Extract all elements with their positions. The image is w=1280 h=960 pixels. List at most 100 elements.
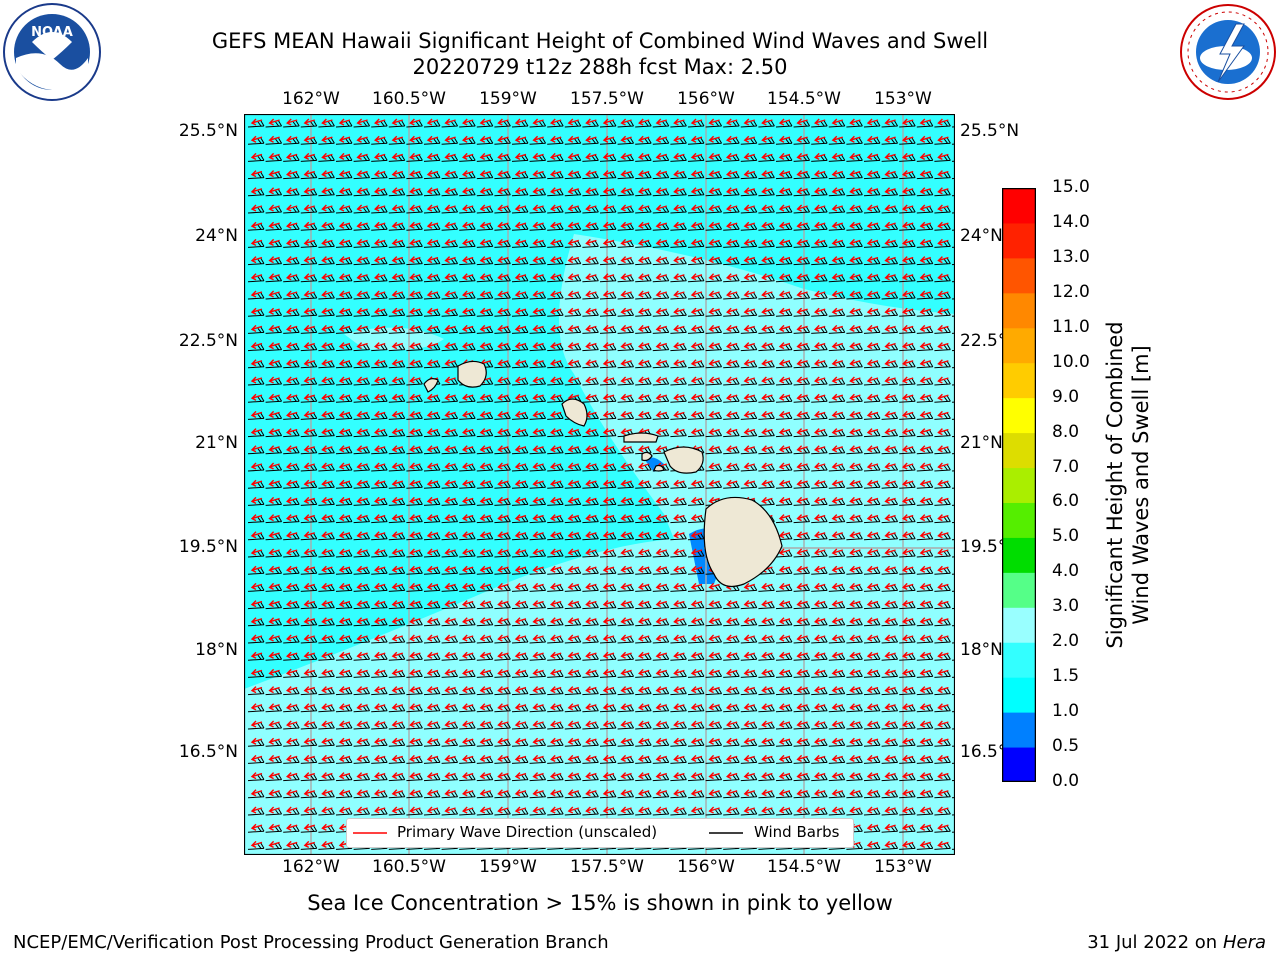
wind-barb (247, 258, 265, 266)
wave-arrow (602, 754, 615, 763)
wind-barb (494, 395, 511, 403)
wind-barb (687, 137, 705, 145)
wind-barb (300, 481, 318, 489)
wave-arrow (919, 754, 932, 763)
wind-barb (740, 602, 758, 610)
wave-arrow (444, 617, 456, 625)
wave-arrow (796, 118, 808, 126)
wave-arrow (690, 187, 703, 195)
wave-arrow (321, 531, 333, 539)
wave-arrow (374, 720, 386, 728)
wave-arrow (814, 582, 826, 591)
wind-barb (265, 430, 283, 438)
wave-arrow (655, 187, 668, 195)
wave-arrow (708, 256, 720, 264)
wind-barb (300, 791, 318, 799)
wave-arrow (497, 668, 509, 677)
wave-arrow (303, 514, 316, 522)
wind-barb (529, 774, 547, 782)
wave-arrow (286, 823, 298, 831)
wave-arrow (462, 135, 474, 143)
wind-barb (863, 602, 881, 610)
wind-barb (283, 481, 300, 489)
wave-arrow (338, 118, 351, 126)
wave-arrow (532, 514, 544, 522)
wave-arrow (444, 686, 456, 694)
wave-arrow (374, 737, 386, 745)
wind-barb (459, 413, 476, 420)
lon-label-bottom: 162°W (282, 857, 340, 877)
wind-barb (353, 292, 371, 300)
wind-barb (599, 464, 617, 472)
wave-arrow (567, 256, 580, 264)
wind-barb (511, 688, 529, 696)
island-hawaii (703, 496, 783, 587)
wind-barb (617, 309, 635, 317)
wave-arrow (902, 204, 914, 212)
wave-arrow (708, 617, 720, 625)
wave-arrow (585, 359, 597, 367)
wind-barb (529, 808, 547, 816)
wind-barb (353, 774, 371, 782)
wind-barb (388, 499, 406, 506)
wind-barb (441, 258, 459, 266)
wind-barb (406, 585, 423, 592)
wind-barb (811, 344, 828, 352)
wind-barb (564, 808, 582, 816)
wave-arrow (638, 514, 650, 522)
wind-barb (388, 516, 406, 524)
wave-arrow (620, 634, 632, 642)
wave-arrow (303, 789, 316, 797)
wave-arrow (884, 204, 896, 212)
wind-barb (353, 671, 371, 678)
wave-arrow (620, 479, 632, 487)
wave-arrow (673, 135, 685, 143)
wind-barb (881, 481, 899, 489)
wave-arrow (919, 376, 932, 384)
wave-arrow (497, 737, 509, 745)
wave-arrow (409, 290, 421, 298)
wind-barb (476, 309, 494, 317)
wind-barb (934, 155, 951, 162)
wind-barb (687, 378, 705, 386)
wind-barb (828, 241, 846, 248)
wave-arrow (268, 445, 280, 453)
wind-barb (775, 567, 793, 575)
wave-arrow (690, 617, 703, 625)
wind-barb (265, 619, 283, 627)
wave-arrow (708, 720, 720, 728)
wave-arrow (937, 359, 949, 367)
wind-barb (793, 671, 811, 678)
wind-barb (793, 447, 811, 455)
wind-barb (652, 671, 670, 678)
wind-barb (828, 292, 846, 300)
wave-arrow (479, 118, 492, 126)
wind-barb (335, 585, 353, 592)
wind-barb (793, 327, 811, 334)
wave-arrow (937, 462, 949, 470)
wind-barb (934, 120, 951, 128)
wave-arrow (250, 651, 263, 659)
wind-barb (529, 172, 547, 180)
wind-barb (494, 499, 511, 506)
wave-arrow (866, 307, 879, 315)
wind-barb (793, 172, 811, 180)
wave-arrow (602, 359, 615, 367)
wind-barb (934, 602, 951, 610)
wind-barb (775, 722, 793, 730)
wind-barb (547, 774, 564, 782)
wind-barb (564, 774, 582, 782)
wind-barb (265, 757, 283, 764)
wave-arrow (620, 806, 632, 814)
wave-arrow (796, 565, 808, 573)
wave-arrow (814, 634, 826, 642)
wave-arrow (831, 324, 844, 333)
wave-arrow (321, 686, 333, 694)
wave-arrow (638, 720, 650, 728)
wind-barb (846, 137, 863, 145)
wind-barb (899, 430, 916, 438)
wind-barb (635, 636, 652, 644)
wind-barb (846, 619, 863, 627)
wind-barb (863, 808, 881, 816)
wave-arrow (391, 582, 404, 591)
